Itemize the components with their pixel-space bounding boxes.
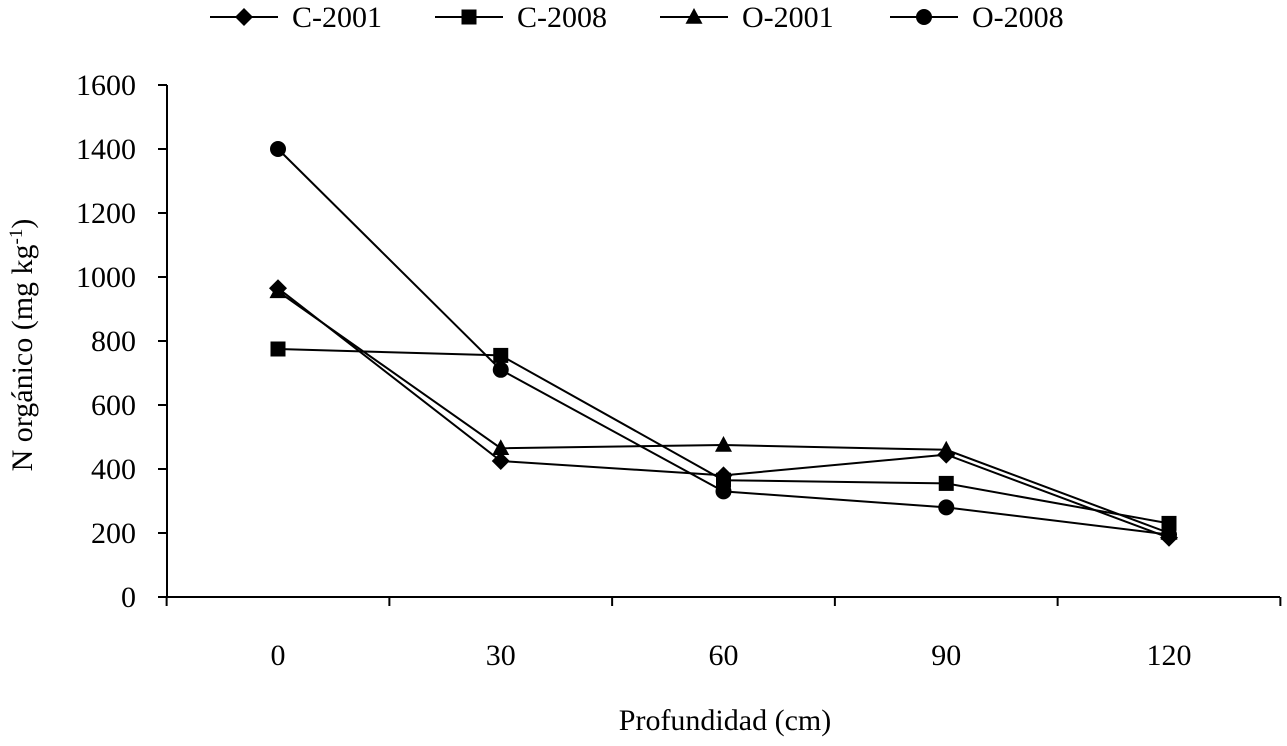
y-ticks: 0 200 400 600 800 1000 1200 1400 1600 (76, 69, 167, 614)
legend-label: C-2001 (292, 1, 382, 34)
legend-item-c-2001: C-2001 (210, 1, 382, 34)
data-point-c-2008 (493, 347, 509, 363)
legend: C-2001 C-2008 O-2001 O-2008 (210, 1, 1064, 34)
legend-marker-square (461, 9, 477, 25)
y-axis-title-suffix: ) (6, 219, 39, 229)
legend-marker-circle (916, 9, 932, 25)
legend-label: O-2008 (972, 1, 1064, 34)
series-c-2001 (269, 279, 1178, 547)
legend-label: C-2008 (517, 1, 607, 34)
data-point-o-2001 (715, 436, 732, 452)
y-axis-title: N orgánico (mg kg-1) (6, 219, 39, 472)
data-point-o-2008 (715, 483, 732, 500)
x-tick-label: 60 (709, 639, 739, 672)
legend-label: O-2001 (742, 1, 834, 34)
axes: 0 200 400 600 800 1000 1200 1400 1600 0 30 60 90 120 (76, 69, 1282, 672)
data-point-c-2008 (938, 475, 954, 491)
series-c-2008 (270, 341, 1177, 531)
series-o-2008 (270, 141, 1177, 543)
x-axis-title: Profundidad (cm) (619, 704, 831, 737)
legend-item-o-2001: O-2001 (660, 1, 834, 34)
data-point-c-2001 (491, 452, 510, 470)
data-point-c-2008 (1161, 515, 1177, 531)
data-point-c-2008 (270, 341, 286, 357)
x-tick-label: 90 (931, 639, 961, 672)
data-point-o-2001 (937, 440, 955, 457)
data-point-o-2001 (492, 439, 510, 455)
data-point-o-2008 (492, 361, 509, 378)
y-tick-label: 400 (91, 453, 136, 486)
data-point-o-2008 (938, 499, 955, 516)
y-axis-title-superscript: -1 (6, 229, 27, 245)
data-point-o-2001 (269, 282, 287, 299)
legend-item-o-2008: O-2008 (890, 1, 1064, 34)
x-tick-label: 0 (271, 639, 286, 672)
y-tick-label: 0 (121, 581, 136, 614)
legend-marker-diamond (235, 8, 253, 26)
y-tick-label: 1200 (76, 197, 136, 230)
y-tick-label: 1400 (76, 133, 136, 166)
y-tick-label: 200 (91, 517, 136, 550)
y-tick-label: 600 (91, 389, 136, 422)
data-point-o-2008 (1161, 526, 1177, 543)
y-tick-label: 800 (91, 325, 136, 358)
y-axis-title-main: N orgánico (mg kg (6, 244, 39, 471)
x-tick-label: 120 (1147, 639, 1192, 672)
data-point-o-2008 (270, 141, 286, 157)
y-tick-label: 1000 (76, 261, 136, 294)
x-tick-label: 30 (486, 639, 516, 672)
y-tick-label: 1600 (76, 69, 136, 102)
data-point-c-2008 (716, 472, 731, 488)
legend-item-c-2008: C-2008 (435, 1, 607, 34)
series-group (269, 141, 1178, 547)
x-ticks: 0 30 60 90 120 (165, 597, 1282, 672)
legend-marker-triangle (685, 8, 703, 24)
